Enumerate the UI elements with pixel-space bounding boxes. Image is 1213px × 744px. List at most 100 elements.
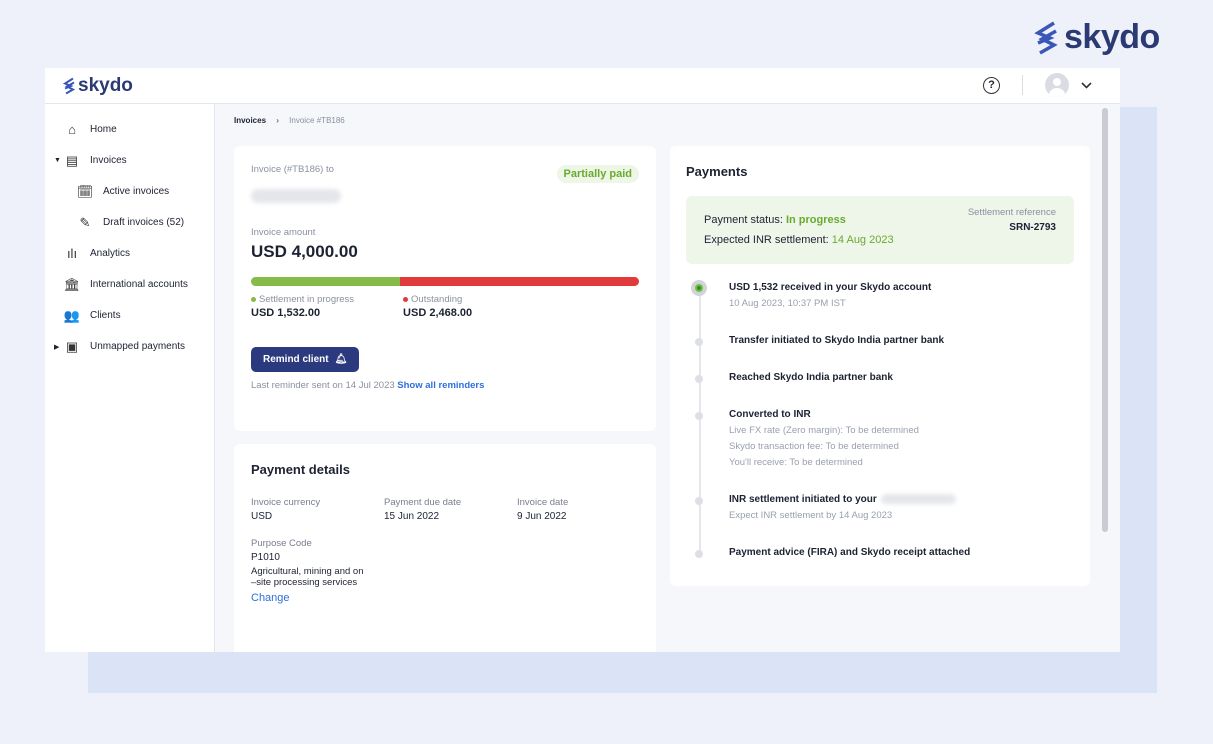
bell-icon: 🔔︎ [334,354,348,365]
purpose-code: P1010 [251,552,280,563]
step-sub: Skydo transaction fee: To be determined [729,441,899,452]
skydo-logo-icon [1034,21,1058,55]
field-value: 15 Jun 2022 [384,511,440,522]
chevron-down-icon[interactable] [1081,81,1092,89]
step-dot-icon [695,375,703,383]
ref-value: SRN-2793 [1009,222,1056,233]
settled-portion [251,277,400,286]
field-label: Invoice currency [251,497,321,508]
breadcrumb: Invoices › Invoice #TB186 [234,116,345,125]
payment-progress-bar [251,277,639,286]
status-label: Payment status: [704,214,783,226]
field-value: 9 Jun 2022 [517,511,567,522]
avatar[interactable] [1045,73,1069,97]
cash-icon: ▣ [65,338,79,354]
home-icon: ⌂ [68,122,76,137]
step-title: Transfer initiated to Skydo India partne… [729,335,945,346]
sidebar-item-unmapped-payments[interactable]: ▶ ▣ Unmapped payments [45,331,214,362]
field-label: Invoice date [517,497,569,508]
bank-icon: 🏛 [63,276,81,292]
expected-label: Expected INR settlement: [704,234,829,246]
red-dot-icon [403,296,409,302]
app-window: skydo ? ⌂ Home ▼ ▤ Invoices 🗓 Active invoice… [45,68,1120,652]
payment-status-box: Payment status: In progress Expected INR… [686,196,1074,264]
sidebar-item-label: Unmapped payments [90,341,186,352]
invoice-summary-card: Invoice (#TB186) to Partially paid Invoi… [234,146,656,431]
timeline-step: Reached Skydo India partner bank [695,372,1074,383]
step-title: USD 1,532 received in your Skydo account [729,282,932,293]
show-all-reminders-link[interactable]: Show all reminders [397,380,485,391]
step-sub: 10 Aug 2023, 10:37 PM IST [729,298,846,309]
timeline-step: Transfer initiated to Skydo India partne… [695,335,1074,346]
active-step-icon [691,280,707,296]
step-title: Payment advice (FIRA) and Skydo receipt … [729,547,971,558]
caret-down-icon[interactable]: ▼ [54,157,61,164]
timeline-step: USD 1,532 received in your Skydo account… [691,280,1074,309]
sidebar-item-analytics[interactable]: ılı Analytics [45,238,214,269]
invoice-to-label: Invoice (#TB186) to [251,164,334,175]
scrollbar[interactable] [1102,108,1108,532]
invoice-amount: USD 4,000.00 [251,242,358,261]
client-name-redacted [251,189,341,203]
purpose-description: Agricultural, mining and on –site proces… [251,566,364,589]
sidebar-item-clients[interactable]: 👥 Clients [45,300,214,331]
settlement-value: USD 1,532.00 [251,307,321,319]
timeline-step: Converted to INR Live FX rate (Zero margi… [695,409,1074,468]
change-purpose-link[interactable]: Change [251,591,290,604]
step-title: Reached Skydo India partner bank [729,372,893,383]
last-reminder-text: Last reminder sent on 14 Jul 2023 [251,380,395,391]
sidebar: ⌂ Home ▼ ▤ Invoices 🗓 Active invoices ✎ Draft… [45,104,215,652]
chevron-right-icon: › [276,116,279,125]
field-value: USD [251,511,273,522]
account-name-redacted [880,494,956,505]
sidebar-item-active-invoices[interactable]: 🗓 Active invoices [45,176,214,207]
sidebar-item-label: Analytics [90,248,131,259]
step-sub: Expect INR settlement by 14 Aug 2023 [729,510,893,521]
top-header: skydo ? [45,68,1120,104]
step-title: Converted to INR [729,409,811,420]
skydo-brand-logo: skydo [1034,18,1160,57]
payments-card: Payments Payment status: In progress Exp… [670,146,1090,586]
clients-icon: 👥 [63,307,81,323]
sidebar-item-international-accounts[interactable]: 🏛 International accounts [45,269,214,300]
account-menu[interactable] [1045,73,1092,97]
header-logo[interactable]: skydo [63,75,133,97]
step-dot-icon [695,550,703,558]
skydo-logo-icon [63,77,76,94]
field-label: Purpose Code [251,538,312,549]
green-dot-icon [251,296,256,302]
settlement-label: Settlement in progress [259,294,355,305]
timeline-step: INR settlement initiated to your Expect I… [695,494,1074,521]
help-icon[interactable]: ? [983,76,1000,94]
step-sub: Live FX rate (Zero margin): To be determ… [729,425,919,436]
caret-right-icon[interactable]: ▶ [54,343,60,351]
step-dot-icon [695,412,703,420]
sidebar-item-label: Draft invoices (52) [103,217,185,228]
sidebar-item-label: Home [90,124,117,135]
remind-client-button[interactable]: Remind client 🔔︎ [251,347,360,372]
brand-name: skydo [1064,18,1160,56]
sidebar-item-label: Invoices [90,155,127,166]
section-title: Payments [686,164,748,179]
outstanding-label: Outstanding [411,294,463,305]
sidebar-item-label: International accounts [90,279,188,290]
step-sub: You'll receive: To be determined [729,457,863,468]
breadcrumb-invoices-link[interactable]: Invoices [234,116,267,125]
main-content: Invoices › Invoice #TB186 Invoice (#TB18… [216,104,1110,652]
sidebar-item-invoices[interactable]: ▼ ▤ Invoices [45,145,214,176]
outstanding-value: USD 2,468.00 [403,307,473,319]
invoice-amount-label: Invoice amount [251,227,316,238]
status-badge: Partially paid [556,165,639,183]
field-label: Payment due date [384,497,462,508]
ref-label: Settlement reference [967,207,1056,218]
sidebar-item-label: Clients [90,310,121,321]
button-label: Remind client [263,354,329,365]
section-title: Payment details [251,462,350,477]
expected-value: 14 Aug 2023 [831,234,894,246]
sidebar-item-draft-invoices[interactable]: ✎ Draft invoices (52) [45,207,214,238]
timeline-step: Payment advice (FIRA) and Skydo receipt … [695,547,1074,558]
status-value: In progress [785,214,846,226]
sidebar-item-label: Active invoices [103,186,170,197]
breadcrumb-current: Invoice #TB186 [289,116,345,125]
sidebar-item-home[interactable]: ⌂ Home [45,114,214,145]
